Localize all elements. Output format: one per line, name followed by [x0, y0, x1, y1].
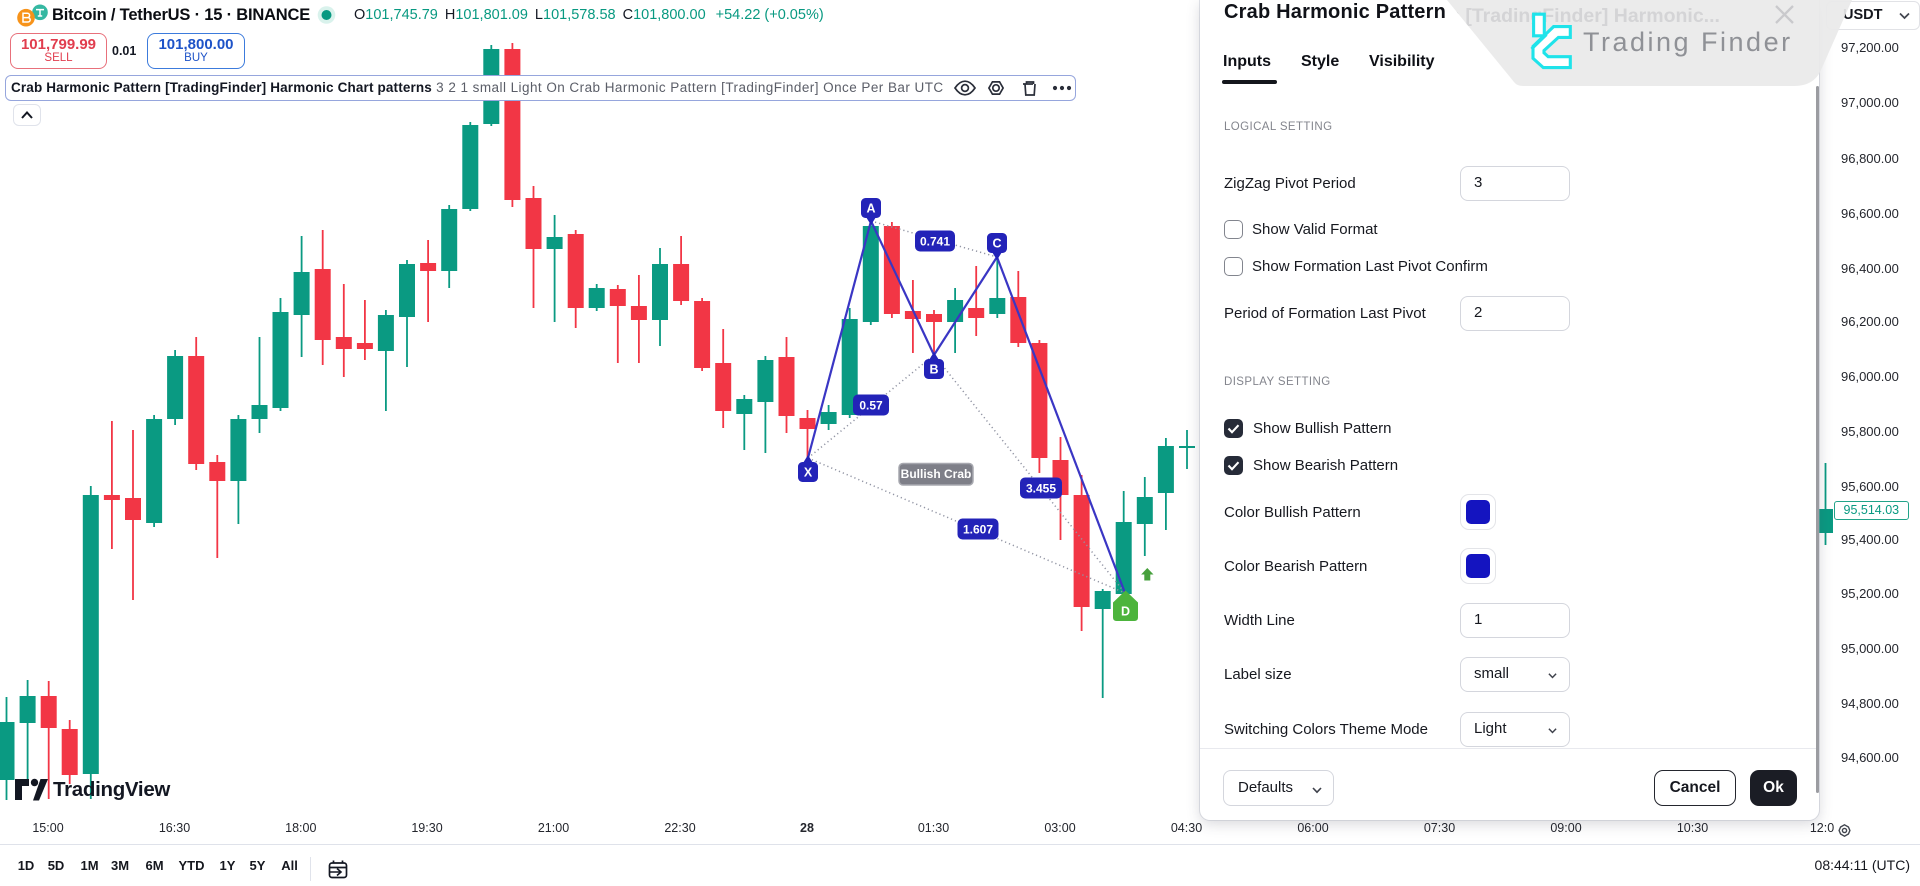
- svg-text:Trading Finder: Trading Finder: [1583, 27, 1793, 57]
- svg-text:A: A: [866, 202, 875, 216]
- svg-text:0.57: 0.57: [859, 399, 883, 413]
- svg-text:X: X: [804, 466, 813, 480]
- svg-text:n [TradingFinder] Harmonic...: n [TradingFinder] Harmonic...: [1448, 5, 1720, 27]
- svg-text:1.607: 1.607: [963, 523, 993, 537]
- svg-text:3.455: 3.455: [1026, 482, 1056, 496]
- svg-text:C: C: [992, 237, 1001, 251]
- svg-text:D: D: [1121, 605, 1130, 619]
- svg-text:Bullish Crab: Bullish Crab: [901, 467, 972, 481]
- svg-text:TradingView: TradingView: [53, 778, 170, 801]
- svg-text:B: B: [929, 363, 938, 377]
- svg-text:0.741: 0.741: [920, 235, 950, 249]
